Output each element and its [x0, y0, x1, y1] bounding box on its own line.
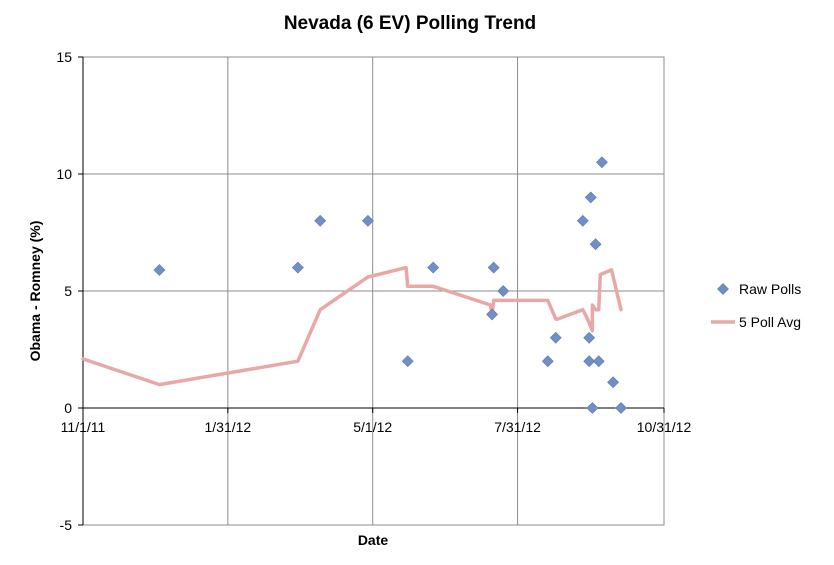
raw-poll-point [153, 264, 166, 276]
legend-label-avg: 5 Poll Avg [739, 314, 801, 330]
x-tick-label: 1/31/12 [204, 419, 251, 435]
raw-poll-point [583, 355, 596, 368]
y-tick-label: -5 [60, 517, 73, 533]
raw-poll-point [586, 402, 599, 414]
raw-poll-point [487, 261, 500, 274]
raw-poll-point [615, 402, 627, 414]
raw-poll-point [291, 261, 304, 274]
plot-area [81, 156, 627, 414]
axes [78, 56, 665, 526]
raw-poll-point [589, 238, 602, 251]
x-tick-label: 7/31/12 [494, 419, 541, 435]
raw-poll-point [549, 331, 562, 344]
y-tick-label: 5 [64, 283, 72, 299]
raw-poll-point [362, 214, 374, 227]
avg-series-line [81, 265, 623, 387]
y-tick-label: 15 [56, 49, 72, 65]
legend-label-raw-polls: Raw Polls [739, 281, 801, 297]
x-axis-label: Date [358, 532, 389, 548]
raw-poll-point [607, 376, 619, 389]
legend: Raw Polls 5 Poll Avg [711, 281, 801, 330]
x-tick-label: 10/31/12 [637, 419, 692, 435]
x-tick-label: 5/1/12 [353, 419, 392, 435]
raw-poll-point [576, 214, 589, 227]
x-tick-label: 11/1/11 [61, 419, 106, 435]
tick-labels: -5 0 5 10 15 11/1/11 1/31/12 5/1/12 7/31/12 10/31… [56, 49, 691, 533]
y-tick-label: 0 [64, 400, 72, 416]
raw-poll-point [486, 308, 499, 321]
raw-poll-point [497, 285, 510, 297]
raw-poll-point [583, 331, 596, 344]
y-tick-label: 10 [56, 166, 72, 182]
legend-marker-raw-polls [717, 283, 729, 295]
grid [82, 56, 665, 526]
raw-poll-point [541, 355, 554, 368]
raw-poll-point [584, 191, 597, 204]
y-axis-label: Obama - Romney (%) [27, 221, 43, 362]
raw-poll-point [401, 355, 414, 368]
raw-poll-point [595, 156, 608, 169]
raw-poll-point [592, 355, 605, 368]
raw-poll-point [314, 214, 327, 227]
chart-title: Nevada (6 EV) Polling Trend [284, 13, 536, 34]
raw-poll-point [427, 261, 440, 274]
